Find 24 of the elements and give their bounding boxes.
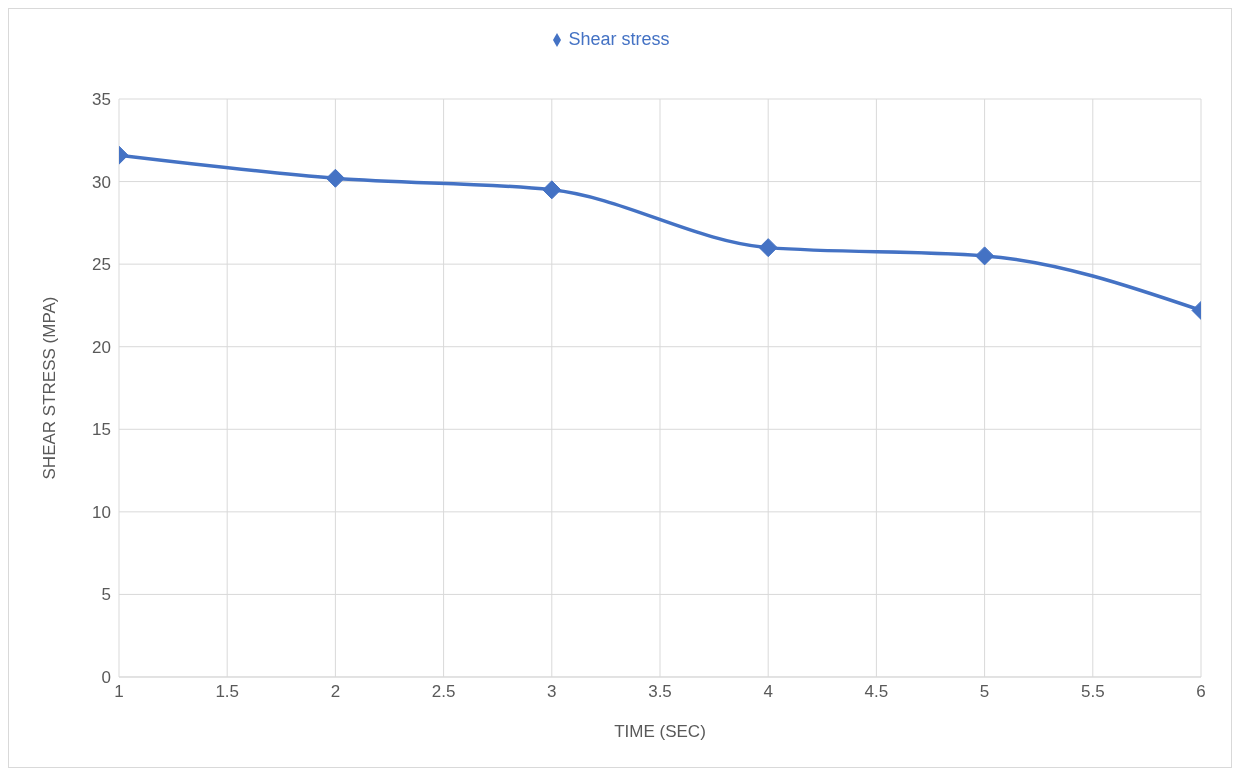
y-tick-label: 30: [92, 172, 111, 192]
y-axis-title: SHEAR STRESS (MPA): [40, 296, 60, 480]
y-tick-label: 20: [92, 337, 111, 357]
x-tick-label: 5: [979, 682, 990, 702]
y-tick-label: 15: [92, 420, 111, 440]
x-tick-label: 2.5: [431, 682, 456, 702]
point: [542, 180, 562, 200]
x-tick-label: 4.5: [864, 682, 889, 702]
x-tick-label: 1: [114, 682, 124, 702]
legend-label: Shear stress: [568, 29, 670, 49]
x-tick-label: 5.5: [1080, 682, 1105, 702]
x-tick-label: 4: [763, 682, 773, 702]
y-tick-label: 5: [101, 585, 111, 605]
x-tick-label: 2: [330, 682, 341, 702]
y-tick-label: 10: [92, 502, 111, 522]
x-axis-title: TIME (SEC): [614, 722, 706, 741]
x-tick-label: 1.5: [215, 682, 240, 702]
x-tick-label: 3: [547, 682, 557, 702]
y-tick-label: 25: [92, 255, 111, 275]
point: [758, 238, 778, 258]
y-tick-label: 0: [101, 668, 111, 688]
x-tick-label: 6: [1196, 682, 1206, 702]
y-tick-label: 35: [92, 90, 111, 110]
x-tick-label: 3.5: [648, 682, 672, 702]
